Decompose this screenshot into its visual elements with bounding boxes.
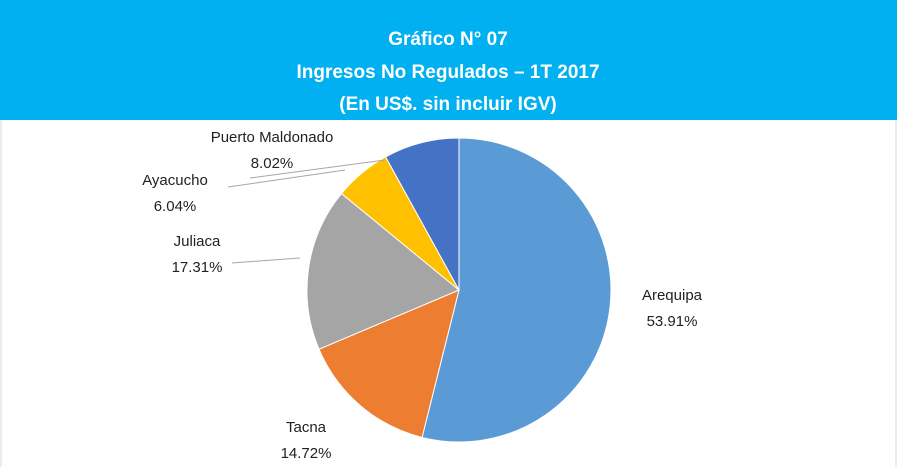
pie-slice	[306, 192, 460, 350]
slice-value: 17.31%	[172, 259, 223, 276]
pie-slice	[318, 289, 460, 439]
pie-slice	[384, 137, 460, 291]
chart-title: Gráfico N° 07	[388, 29, 508, 50]
leader-line	[231, 257, 301, 264]
slice-value: 8.02%	[251, 155, 294, 172]
slice-label: Tacna	[286, 419, 327, 436]
pie-slice	[421, 137, 612, 443]
leader-line	[227, 169, 346, 188]
chart-subtitle: (En US$. sin incluir IGV)	[339, 94, 556, 115]
chart-subtitle: Ingresos No Regulados – 1T 2017	[296, 62, 599, 83]
slice-label: Ayacucho	[142, 172, 208, 189]
slice-value: 53.91%	[647, 313, 698, 330]
slice-value: 14.72%	[281, 445, 332, 462]
slice-label: Juliaca	[174, 233, 221, 250]
slice-label: Puerto Maldonado	[211, 129, 334, 146]
title-banner	[0, 0, 897, 120]
slice-label: Arequipa	[642, 287, 703, 304]
leader-line	[249, 159, 386, 179]
slice-value: 6.04%	[154, 198, 197, 215]
